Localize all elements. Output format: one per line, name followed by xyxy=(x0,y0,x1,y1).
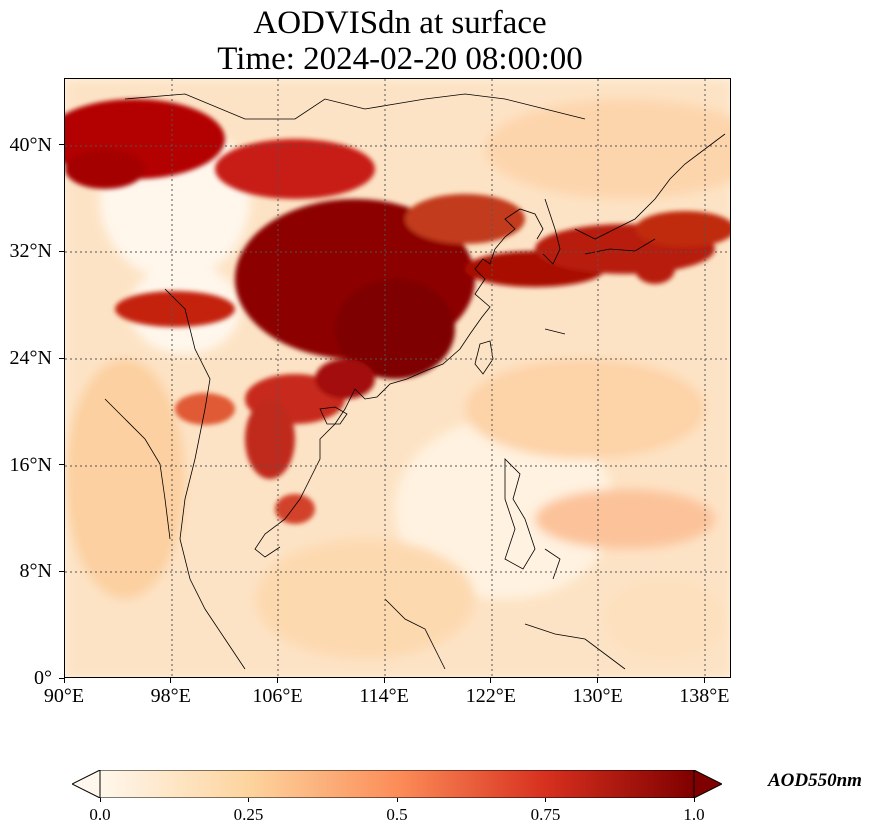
lon-tick-mark xyxy=(490,678,492,683)
aod-high-regions xyxy=(65,99,730,524)
colorbar-tick-mark xyxy=(693,798,695,802)
lon-tick-mark xyxy=(63,678,65,683)
lon-tick-mark xyxy=(383,678,385,683)
aod-field xyxy=(65,79,730,677)
lon-tick-label: 98°E xyxy=(150,685,191,707)
colorbar-tick-mark xyxy=(545,798,546,802)
lon-tick-label: 114°E xyxy=(359,685,409,707)
colorbar-tick-label: 0.5 xyxy=(386,805,408,824)
colorbar-tick-label: 0.25 xyxy=(233,805,264,824)
lat-tick-mark xyxy=(59,677,64,679)
colorbar-tick-label: 0.75 xyxy=(530,805,561,824)
colorbar-tick-mark xyxy=(248,798,249,802)
lon-tick-mark xyxy=(276,678,278,683)
map-time-label: Time: 2024-02-20 08:00:00 xyxy=(217,41,583,77)
colorbar-tick-mark xyxy=(396,798,398,802)
gridlines xyxy=(65,79,730,677)
colorbar-tick-label: 0.0 xyxy=(89,805,111,824)
lat-tick-label: 0° xyxy=(34,667,52,689)
lon-tick-mark xyxy=(703,678,705,683)
lon-tick-mark xyxy=(170,678,172,683)
lat-tick-label: 8°N xyxy=(19,560,52,583)
coastlines xyxy=(104,93,726,670)
lat-tick-label: 40°N xyxy=(9,133,52,156)
colorbar-label: AOD550nm xyxy=(768,770,862,791)
colorbar xyxy=(72,770,722,798)
lat-tick-mark xyxy=(59,144,64,146)
lat-tick-label: 32°N xyxy=(9,240,52,263)
lon-tick-label: 90°E xyxy=(43,685,85,707)
colorbar-gradient xyxy=(99,770,695,798)
lat-tick-label: 24°N xyxy=(9,347,52,369)
map-panel[interactable] xyxy=(64,78,731,678)
lat-tick-mark xyxy=(59,357,64,359)
aod-background-shading xyxy=(65,79,730,677)
colorbar-tick-mark xyxy=(99,798,101,802)
lat-tick-mark xyxy=(59,464,64,466)
lat-tick-mark xyxy=(59,570,64,572)
lon-tick-label: 106°E xyxy=(252,685,303,707)
colorbar-max-extend xyxy=(693,770,722,798)
lat-tick-mark xyxy=(59,250,64,252)
colorbar-tick-label: 1.0 xyxy=(683,805,705,824)
lon-tick-label: 130°E xyxy=(572,685,623,707)
lon-tick-mark xyxy=(597,678,599,683)
lon-tick-label: 138°E xyxy=(679,685,730,707)
map-title: AODVISdn at surface xyxy=(253,5,547,41)
lon-tick-label: 122°E xyxy=(465,685,516,707)
colorbar-min-extend xyxy=(72,770,101,798)
lat-tick-label: 16°N xyxy=(9,453,52,476)
